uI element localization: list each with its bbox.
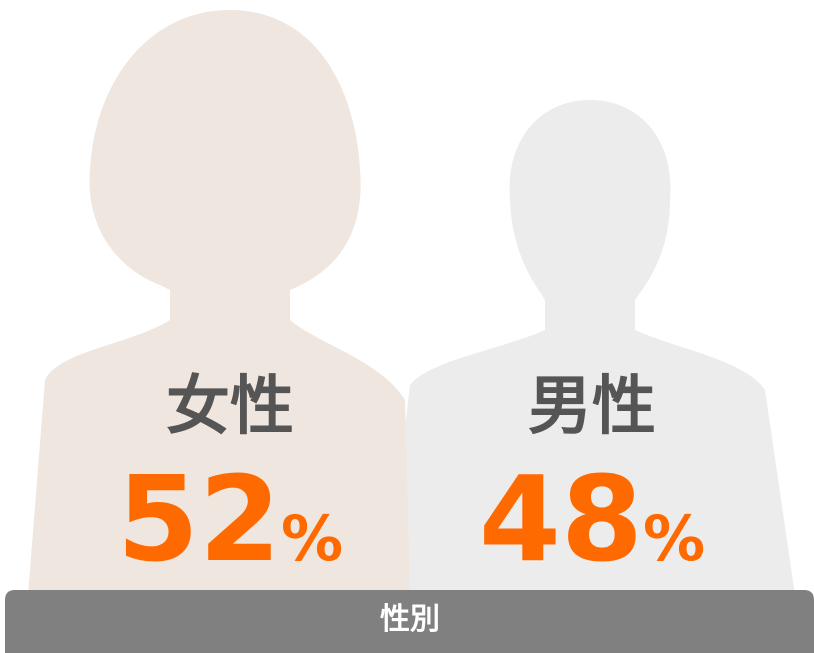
value-number: 48 — [479, 450, 643, 588]
female-silhouette — [28, 10, 410, 595]
group-value: 48% — [479, 450, 705, 588]
group-label: 女性 — [166, 370, 294, 444]
value-unit: % — [643, 502, 705, 575]
group-value: 52% — [117, 450, 343, 588]
value-unit: % — [281, 502, 343, 575]
value-number: 52 — [117, 450, 281, 588]
male-silhouette — [385, 100, 795, 595]
title-bar — [5, 590, 814, 653]
group-label: 男性 — [528, 370, 656, 444]
title: 性別 — [380, 602, 440, 637]
